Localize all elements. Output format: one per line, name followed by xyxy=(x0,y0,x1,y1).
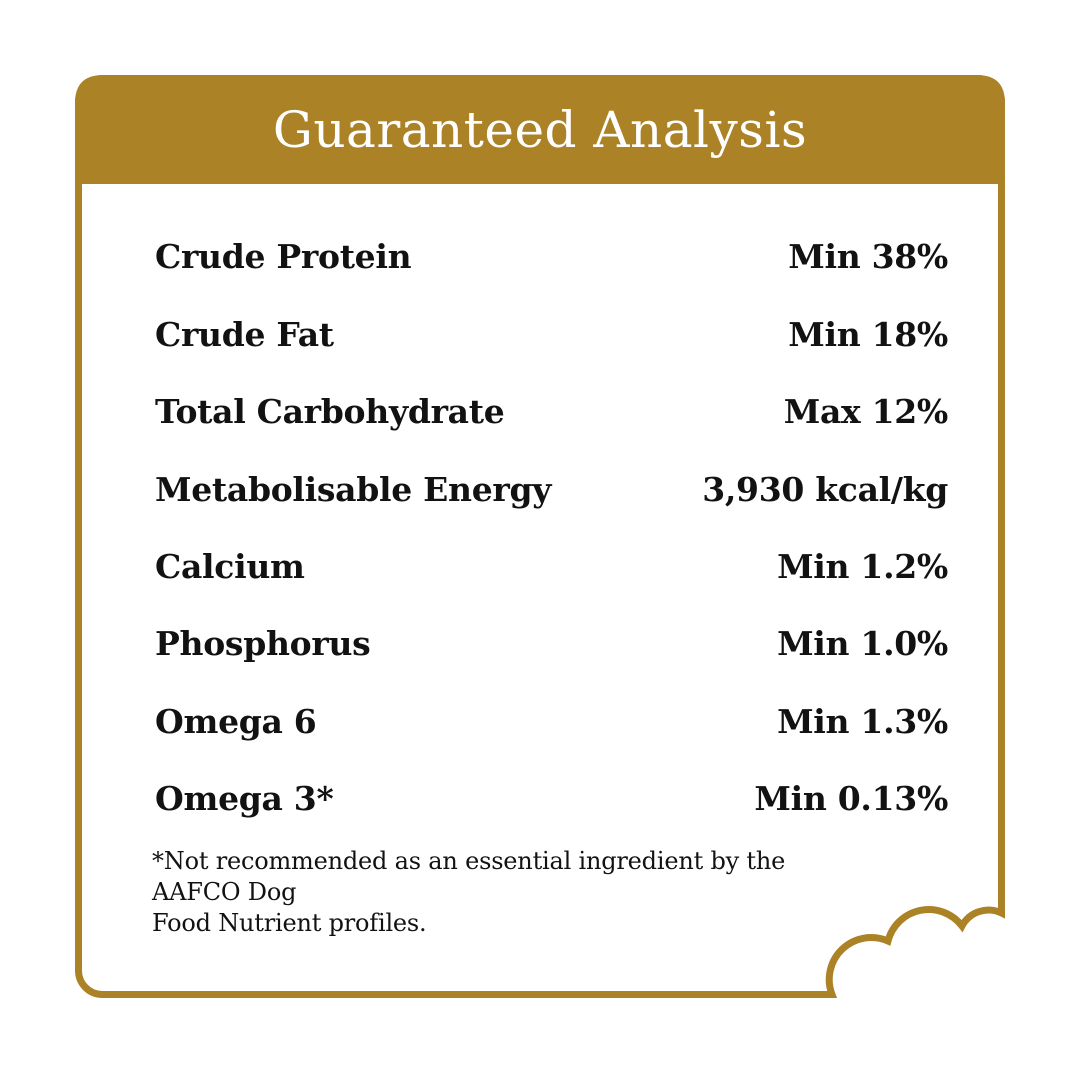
nutrient-value: Min 38% xyxy=(788,237,948,277)
nutrient-value: Min 1.2% xyxy=(777,546,948,586)
footnote-line: *Not recommended as an essential ingredi… xyxy=(152,847,786,906)
table-row: Omega 6 Min 1.3% xyxy=(155,683,948,760)
nutrient-label: Metabolisable Energy xyxy=(155,469,552,509)
table-row: Total Carbohydrate Max 12% xyxy=(155,373,948,450)
nutrient-value: 3,930 kcal/kg xyxy=(702,469,948,509)
table-row: Calcium Min 1.2% xyxy=(155,528,948,605)
footnote: *Not recommended as an essential ingredi… xyxy=(152,846,812,939)
nutrient-label: Omega 6 xyxy=(155,701,317,741)
footnote-line: Food Nutrient profiles. xyxy=(152,909,427,937)
nutrient-value: Min 1.3% xyxy=(777,701,948,741)
nutrient-value: Min 0.13% xyxy=(754,779,948,819)
table-row: Crude Fat Min 18% xyxy=(155,295,948,372)
nutrient-label: Phosphorus xyxy=(155,624,371,664)
nutrient-table: Crude Protein Min 38% Crude Fat Min 18% … xyxy=(155,218,948,838)
nutrient-value: Min 18% xyxy=(788,314,948,354)
card-border-bite-mark xyxy=(75,75,1005,998)
nutrient-label: Calcium xyxy=(155,546,305,586)
nutrient-value: Max 12% xyxy=(783,392,949,432)
nutrient-label: Omega 3* xyxy=(155,779,334,819)
table-row: Omega 3* Min 0.13% xyxy=(155,760,948,837)
nutrient-value: Min 1.0% xyxy=(777,624,948,664)
nutrient-label: Crude Fat xyxy=(155,314,334,354)
header-bar xyxy=(75,75,1005,184)
table-row: Phosphorus Min 1.0% xyxy=(155,605,948,682)
page-title: Guaranteed Analysis xyxy=(272,100,808,159)
nutrient-label: Total Carbohydrate xyxy=(155,392,505,432)
table-row: Metabolisable Energy 3,930 kcal/kg xyxy=(155,450,948,527)
nutrient-label: Crude Protein xyxy=(155,237,412,277)
table-row: Crude Protein Min 38% xyxy=(155,218,948,295)
